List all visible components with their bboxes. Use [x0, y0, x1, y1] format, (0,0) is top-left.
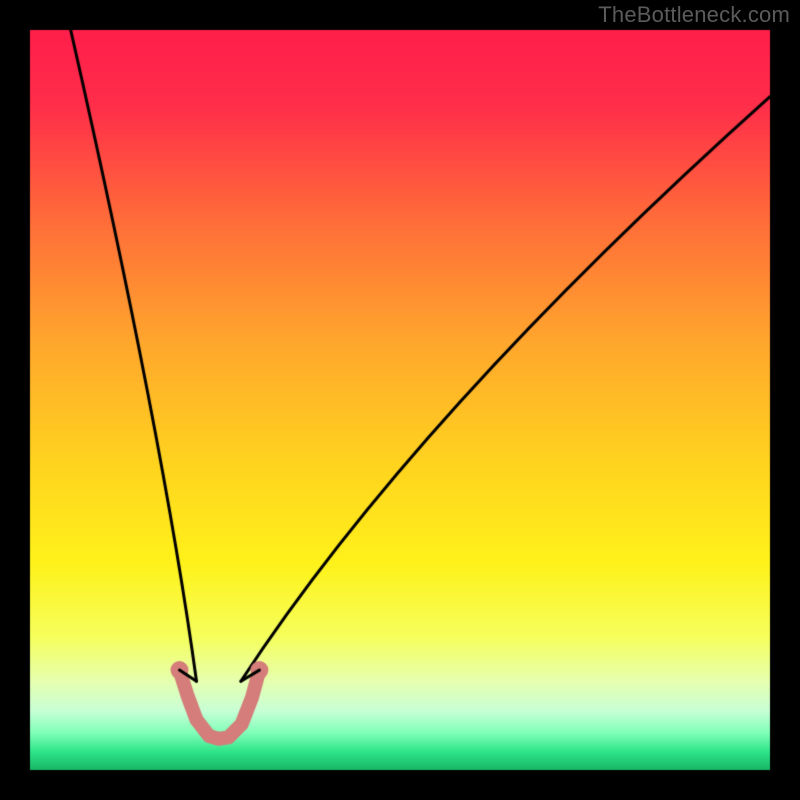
chart-stage: TheBottleneck.com	[0, 0, 800, 800]
watermark-text: TheBottleneck.com	[598, 2, 790, 28]
bottleneck-chart-canvas	[0, 0, 800, 800]
